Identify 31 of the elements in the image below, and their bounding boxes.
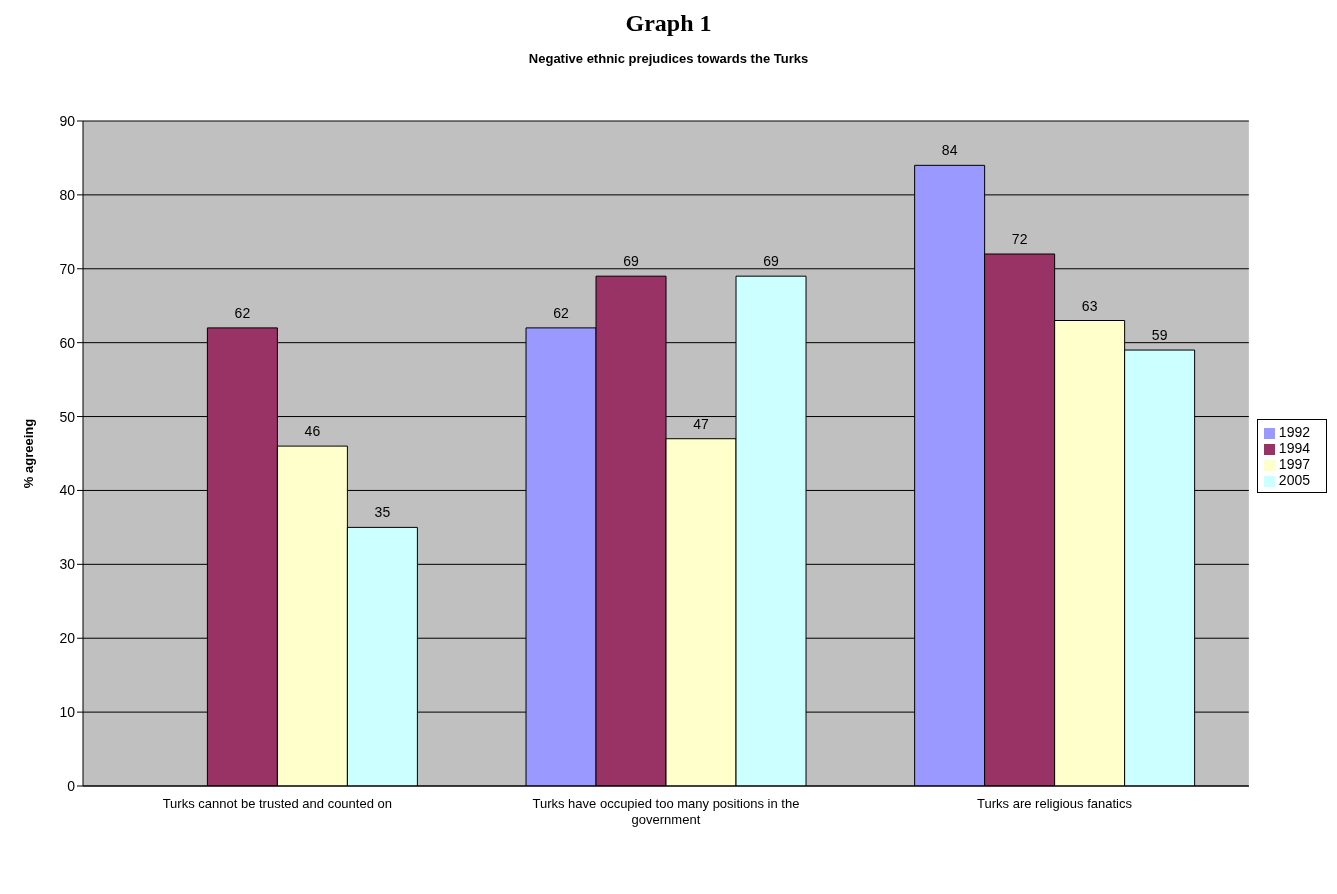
chart-title: Graph 1: [624, 10, 713, 37]
data-label: 62: [553, 304, 570, 321]
data-label: 72: [1011, 231, 1028, 247]
data-label: 63: [1081, 297, 1098, 314]
data-label: 46: [304, 423, 321, 440]
y-tick-label: 40: [59, 482, 76, 499]
legend-label: 1992: [1278, 424, 1310, 440]
legend-label: 1994: [1278, 440, 1310, 456]
data-label: 84: [941, 142, 958, 159]
data-label: 69: [763, 253, 780, 270]
data-label: 35: [374, 504, 391, 521]
y-tick-label: 10: [59, 704, 76, 721]
legend-label: 2005: [1278, 472, 1310, 488]
y-axis-title: % agreeing: [20, 418, 36, 489]
y-tick-label: 50: [59, 408, 76, 425]
data-label: 59: [1151, 327, 1168, 344]
y-tick-label: 60: [59, 334, 76, 351]
data-label: 47: [693, 415, 710, 432]
data-label: 69: [623, 253, 640, 270]
x-tick-label: Turks are religious fanatics: [977, 796, 1133, 811]
y-tick-label: 80: [59, 186, 76, 203]
y-tick-label: 20: [59, 630, 76, 647]
chart-subtitle: Negative ethnic prejudices towards the Turks: [527, 51, 810, 66]
y-tick-label: 0: [67, 777, 76, 794]
x-tick-label: Turks cannot be trusted and counted on: [162, 796, 392, 811]
y-tick-label: 30: [59, 556, 76, 573]
data-label: 62: [234, 304, 251, 321]
y-tick-label: 70: [59, 260, 76, 277]
x-tick-label: Turks have occupied too many positions in the government: [532, 796, 800, 827]
y-tick-label: 90: [59, 112, 76, 129]
legend-label: 1997: [1278, 456, 1310, 472]
